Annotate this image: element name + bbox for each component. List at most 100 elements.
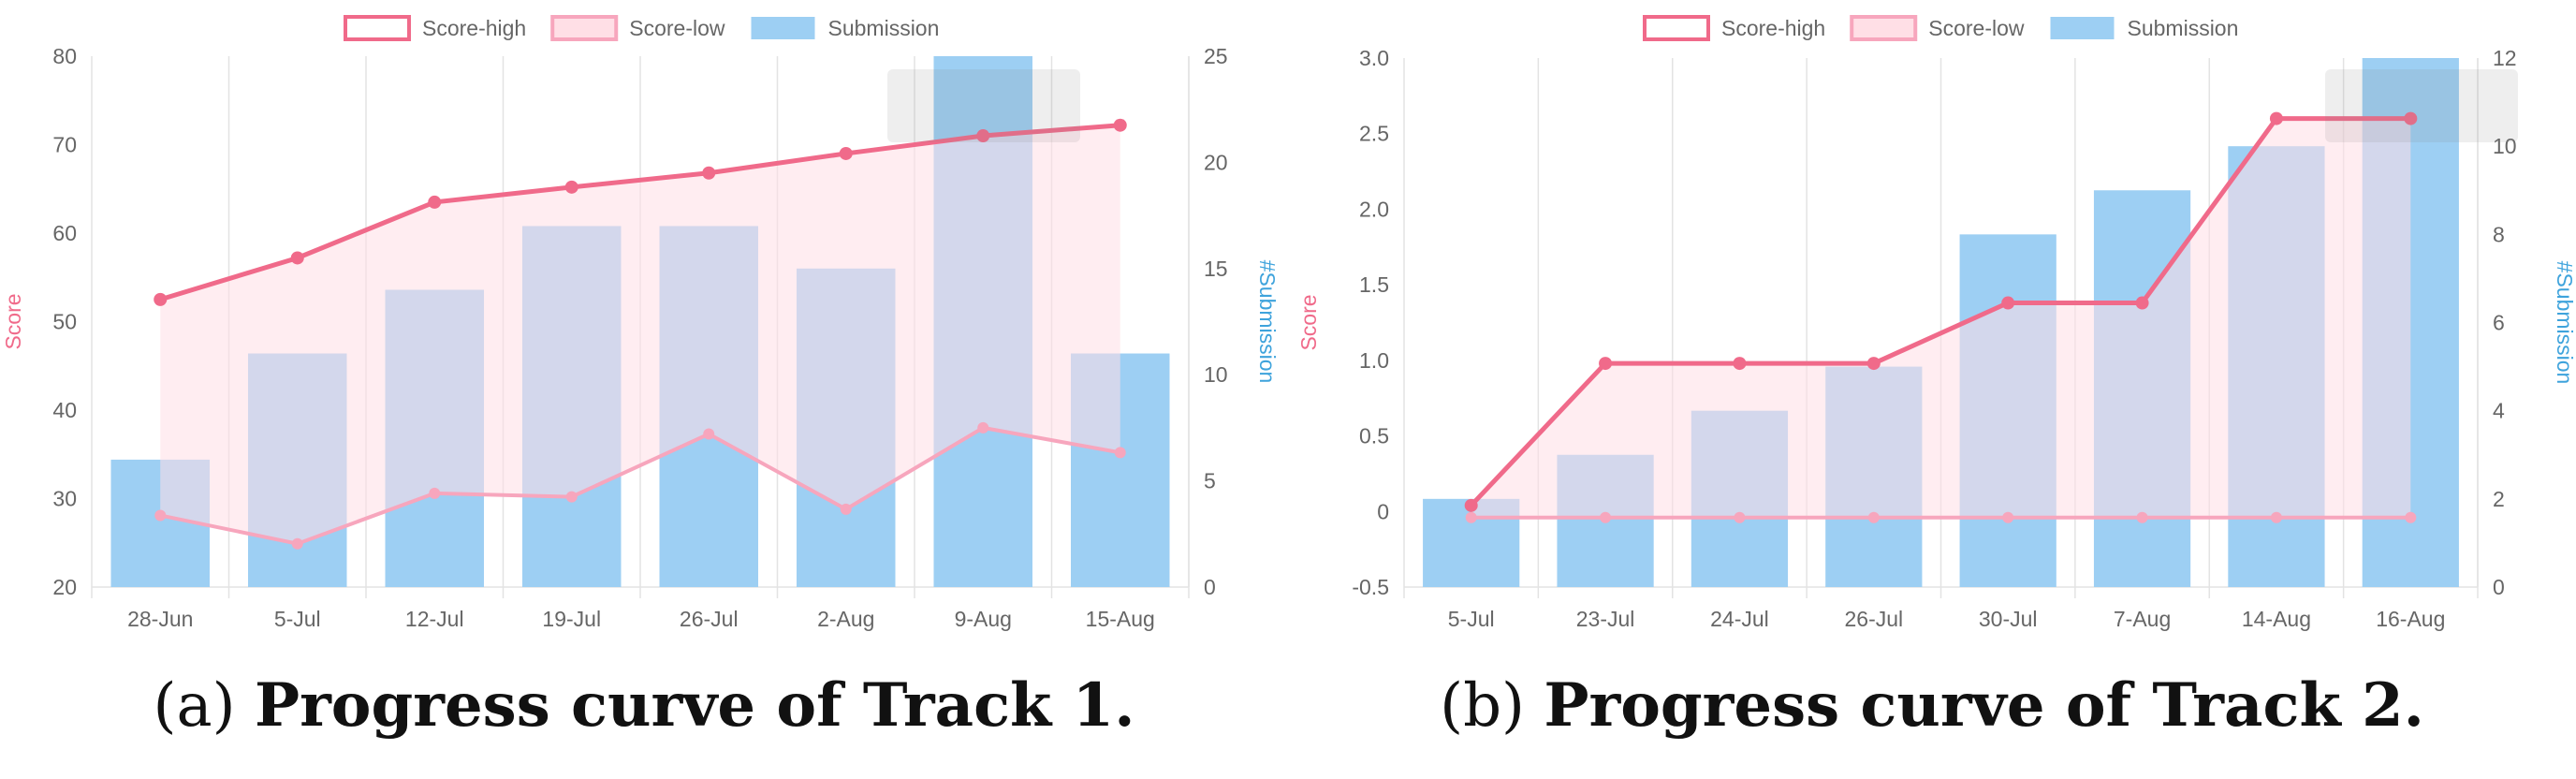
score-band-area <box>1471 118 2411 518</box>
legend: Score-high Score-low Submission <box>344 15 940 41</box>
legend-label: Score-high <box>422 16 526 40</box>
caption-prefix: (a) <box>153 671 236 741</box>
caption-track-2: (b) Progress curve of Track 2. <box>1288 670 2576 741</box>
score-low-point <box>2270 511 2282 523</box>
score-low-point <box>429 487 441 499</box>
y2-tick-label: 12 <box>2493 46 2517 70</box>
y-tick-label: 60 <box>52 221 77 245</box>
x-tick-label: 2-Aug <box>817 607 874 631</box>
score-high-point <box>290 251 304 265</box>
progress-chart-track-2: -0.5 0 0.5 1.0 1.5 2.0 2.5 3.0 0 2 4 6 8 10 12 5-Jul 23-… <box>1296 15 2576 631</box>
caption-prefix: (b) <box>1440 671 1526 741</box>
y-tick-label: 2.0 <box>1359 197 1389 221</box>
score-high-point <box>1599 357 1613 371</box>
y-tick-label: 2.5 <box>1359 122 1389 146</box>
score-high-point <box>2001 296 2015 310</box>
score-low-point <box>2136 511 2148 523</box>
legend-swatch <box>1850 15 1918 41</box>
y2-tick-label: 10 <box>2493 134 2517 158</box>
y2-tick-label: 0 <box>1204 575 1216 599</box>
score-high-point <box>976 129 990 143</box>
score-high-point <box>702 166 716 180</box>
legend-label: Submission <box>2128 16 2239 40</box>
x-tick-label: 7-Aug <box>2114 607 2171 631</box>
score-low-point <box>565 491 578 503</box>
x-tick-label: 19-Jul <box>542 607 601 631</box>
y-tick-label: 70 <box>52 133 77 157</box>
caption-track-1: (a) Progress curve of Track 1. <box>0 670 1288 741</box>
x-tick-label: 9-Aug <box>955 607 1012 631</box>
caption-title: Progress curve of Track 2. <box>1544 670 2424 741</box>
y-tick-label: 20 <box>52 575 77 599</box>
y2-tick-label: 15 <box>1204 257 1228 281</box>
score-low-point <box>154 509 167 522</box>
y2-tick-label: 20 <box>1204 150 1228 174</box>
y-tick-label: 1.5 <box>1359 272 1389 297</box>
score-low-point <box>1114 447 1126 459</box>
legend-swatch <box>2050 17 2115 39</box>
score-high-point <box>1464 498 1478 512</box>
score-band-area <box>160 125 1120 544</box>
legend-label: Score-low <box>1928 16 2025 40</box>
score-high-point <box>564 180 578 194</box>
y2-tick-label: 10 <box>1204 362 1228 387</box>
chart-panel-track-2: -0.5 0 0.5 1.0 1.5 2.0 2.5 3.0 0 2 4 6 8 10 12 5-Jul 23-… <box>1288 0 2576 779</box>
x-tick-label: 26-Jul <box>1844 607 1903 631</box>
y-axis-title: Score <box>1296 294 1321 350</box>
score-low-point <box>1465 511 1477 523</box>
x-tick-label: 23-Jul <box>1576 607 1635 631</box>
score-high-point <box>2404 111 2418 125</box>
x-tick-label: 14-Aug <box>2242 607 2311 631</box>
x-tick-label: 24-Jul <box>1710 607 1769 631</box>
score-high-point <box>428 195 442 209</box>
score-high-point <box>2269 111 2283 125</box>
score-low-point <box>1600 511 1612 523</box>
score-high-point <box>2135 296 2149 310</box>
x-tick-label: 26-Jul <box>680 607 739 631</box>
x-tick-label: 5-Jul <box>274 607 321 631</box>
caption-title: Progress curve of Track 1. <box>254 670 1135 741</box>
legend-swatch <box>550 15 619 41</box>
y-tick-label: 40 <box>52 398 77 422</box>
legend-swatch <box>344 15 411 41</box>
x-tick-label: 16-Aug <box>2376 607 2445 631</box>
score-high-point <box>1733 357 1747 371</box>
legend-swatch <box>751 17 815 39</box>
chart-panel-track-1: 20 30 40 50 60 70 80 0 5 10 15 20 25 28-Jun 5-Jul 12-Ju… <box>0 15 1288 741</box>
score-high-point <box>839 146 853 160</box>
y2-tick-label: 4 <box>2493 399 2505 423</box>
score-high-point <box>1113 118 1127 132</box>
y-tick-label: 0 <box>1377 499 1389 523</box>
x-tick-label: 28-Jun <box>127 607 193 631</box>
hover-overlay <box>887 69 1080 142</box>
y2-tick-label: 5 <box>1204 469 1216 493</box>
x-tick-label: 12-Jul <box>405 607 464 631</box>
x-tick-label: 30-Jul <box>1979 607 2038 631</box>
y-tick-label: 50 <box>52 310 77 334</box>
y2-tick-label: 8 <box>2493 222 2505 246</box>
y-tick-label: -0.5 <box>1352 575 1389 599</box>
score-low-point <box>703 428 715 440</box>
score-high-line <box>159 123 1120 302</box>
legend-label: Submission <box>828 16 940 40</box>
y2-tick-label: 6 <box>2493 311 2505 335</box>
legend: Score-high Score-low Submission <box>1643 15 2239 41</box>
progress-chart-track-1: 20 30 40 50 60 70 80 0 5 10 15 20 25 28-Jun 5-Jul 12-Ju… <box>1 15 1280 631</box>
score-low-point <box>291 537 303 550</box>
x-tick-label: 5-Jul <box>1448 607 1495 631</box>
score-low-point <box>2002 511 2014 523</box>
score-low-point <box>840 503 852 515</box>
score-low-point <box>1867 511 1880 523</box>
y-tick-label: 1.0 <box>1359 348 1389 373</box>
hover-overlay <box>2325 69 2518 142</box>
legend-label: Score-high <box>1721 16 1825 40</box>
score-high-line <box>1469 116 2411 507</box>
y-tick-label: 0.5 <box>1359 424 1389 448</box>
score-low-point <box>2405 511 2417 523</box>
score-high-point <box>154 292 168 306</box>
score-high-point <box>1866 357 1881 371</box>
y-tick-label: 3.0 <box>1359 46 1389 70</box>
score-low-line <box>159 425 1121 546</box>
y-axis-title: Score <box>1 293 25 349</box>
y2-tick-label: 25 <box>1204 44 1228 68</box>
